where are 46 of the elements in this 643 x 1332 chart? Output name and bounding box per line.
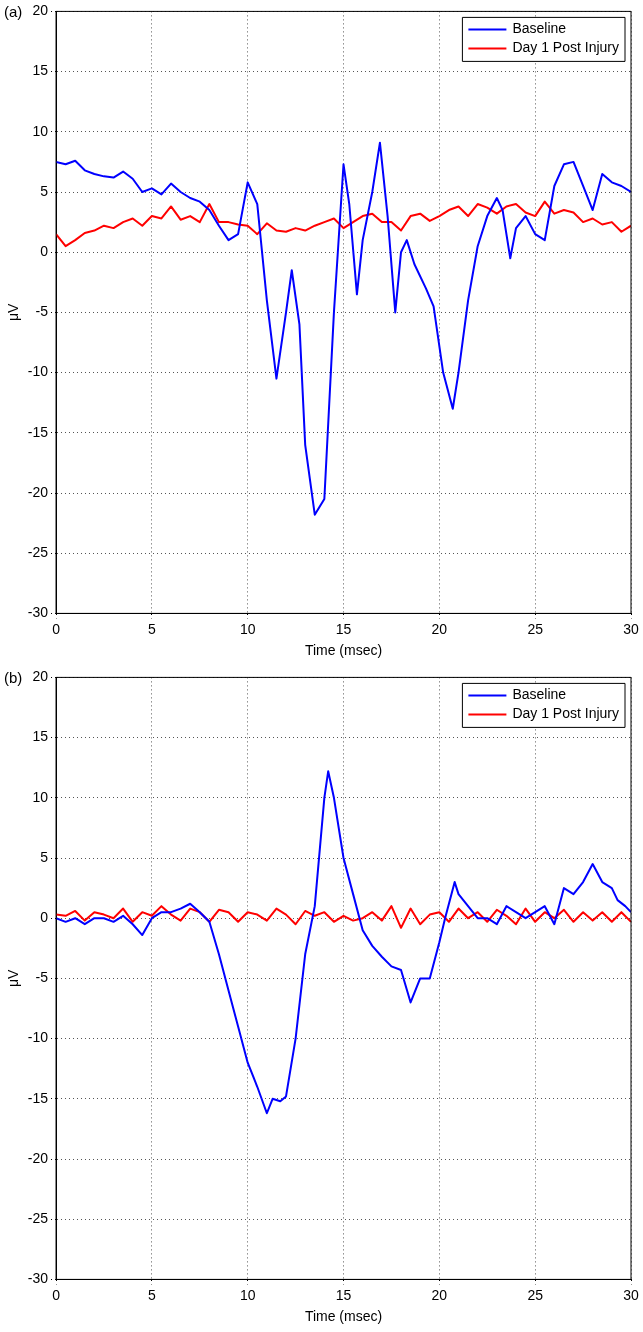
x-tick-label: 15 — [335, 1286, 352, 1303]
y-tick-label: -5 — [35, 303, 49, 320]
text: (b) — [4, 669, 23, 687]
y-tick-label: 20 — [32, 668, 49, 685]
x-tick-label: 25 — [527, 620, 544, 637]
y-tick-label: -20 — [27, 483, 49, 500]
y-tick-label: 10 — [32, 122, 49, 139]
y-tick-label: -5 — [35, 969, 49, 986]
x-tick-label: 0 — [52, 620, 61, 637]
x-tick-label: 20 — [431, 620, 448, 637]
legend-label: Baseline — [512, 20, 567, 37]
y-tick-label: -25 — [27, 1210, 49, 1227]
legend-label: Day 1 Post Injury — [512, 705, 620, 722]
x-tick-label: 10 — [239, 620, 256, 637]
y-axis-title: μV — [5, 969, 22, 988]
y-tick-label: 15 — [32, 62, 49, 79]
legend-label: Baseline — [512, 686, 567, 703]
y-tick-label: -15 — [27, 423, 49, 440]
x-axis-title: Time (msec) — [304, 642, 383, 659]
x-axis-title: Time (msec) — [304, 1308, 383, 1325]
x-tick-label: 10 — [239, 1286, 256, 1303]
y-tick-label: 5 — [40, 182, 49, 199]
y-tick-label: 15 — [32, 728, 49, 745]
x-tick-label: 30 — [623, 620, 639, 637]
y-tick-label: 0 — [40, 243, 49, 260]
x-tick-label: 20 — [431, 1286, 448, 1303]
y-tick-label: -30 — [27, 1270, 49, 1287]
x-tick-label: 5 — [147, 620, 156, 637]
y-tick-label: -10 — [27, 1029, 49, 1046]
y-tick-label: -25 — [27, 544, 49, 561]
x-tick-label: 5 — [147, 1286, 156, 1303]
y-tick-label: -20 — [27, 1149, 49, 1166]
y-tick-label: -15 — [27, 1089, 49, 1106]
y-tick-label: 0 — [40, 909, 49, 926]
legend-label: Day 1 Post Injury — [512, 39, 620, 56]
x-tick-label: 30 — [623, 1286, 639, 1303]
y-tick-label: 10 — [32, 788, 49, 805]
text: (a) — [4, 3, 23, 21]
x-tick-label: 25 — [527, 1286, 544, 1303]
y-tick-label: -30 — [27, 604, 49, 621]
x-tick-label: 0 — [52, 1286, 61, 1303]
y-axis-title: μV — [5, 303, 22, 322]
y-tick-label: -10 — [27, 363, 49, 380]
y-tick-label: 5 — [40, 848, 49, 865]
x-tick-label: 15 — [335, 620, 352, 637]
y-tick-label: 20 — [32, 2, 49, 19]
